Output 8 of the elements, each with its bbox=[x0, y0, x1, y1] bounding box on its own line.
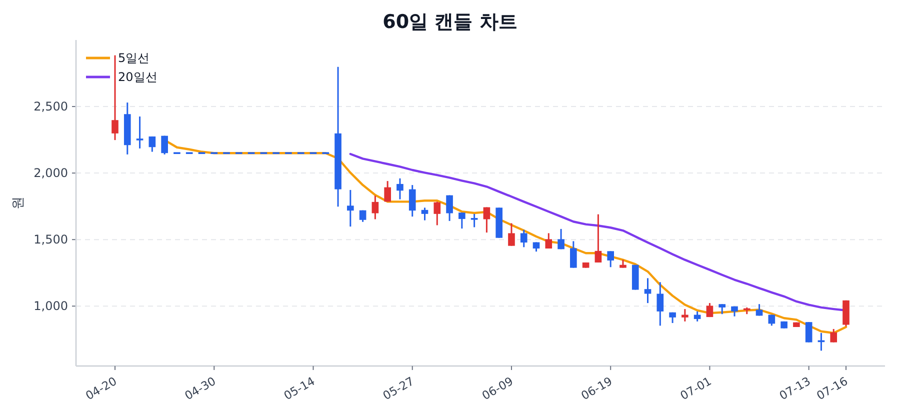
y-tick-label: 1,000 bbox=[34, 299, 68, 314]
legend-label: 5일선 bbox=[118, 51, 150, 65]
y-tick-label: 1,500 bbox=[34, 232, 68, 247]
y-tick-label: 2,500 bbox=[34, 100, 68, 114]
chart-title: 60일 캔들 차트 bbox=[382, 11, 518, 33]
y-axis-title: 원 bbox=[11, 196, 26, 210]
legend-label: 20일선 bbox=[118, 70, 158, 84]
y-tick-label: 2,000 bbox=[34, 166, 68, 180]
